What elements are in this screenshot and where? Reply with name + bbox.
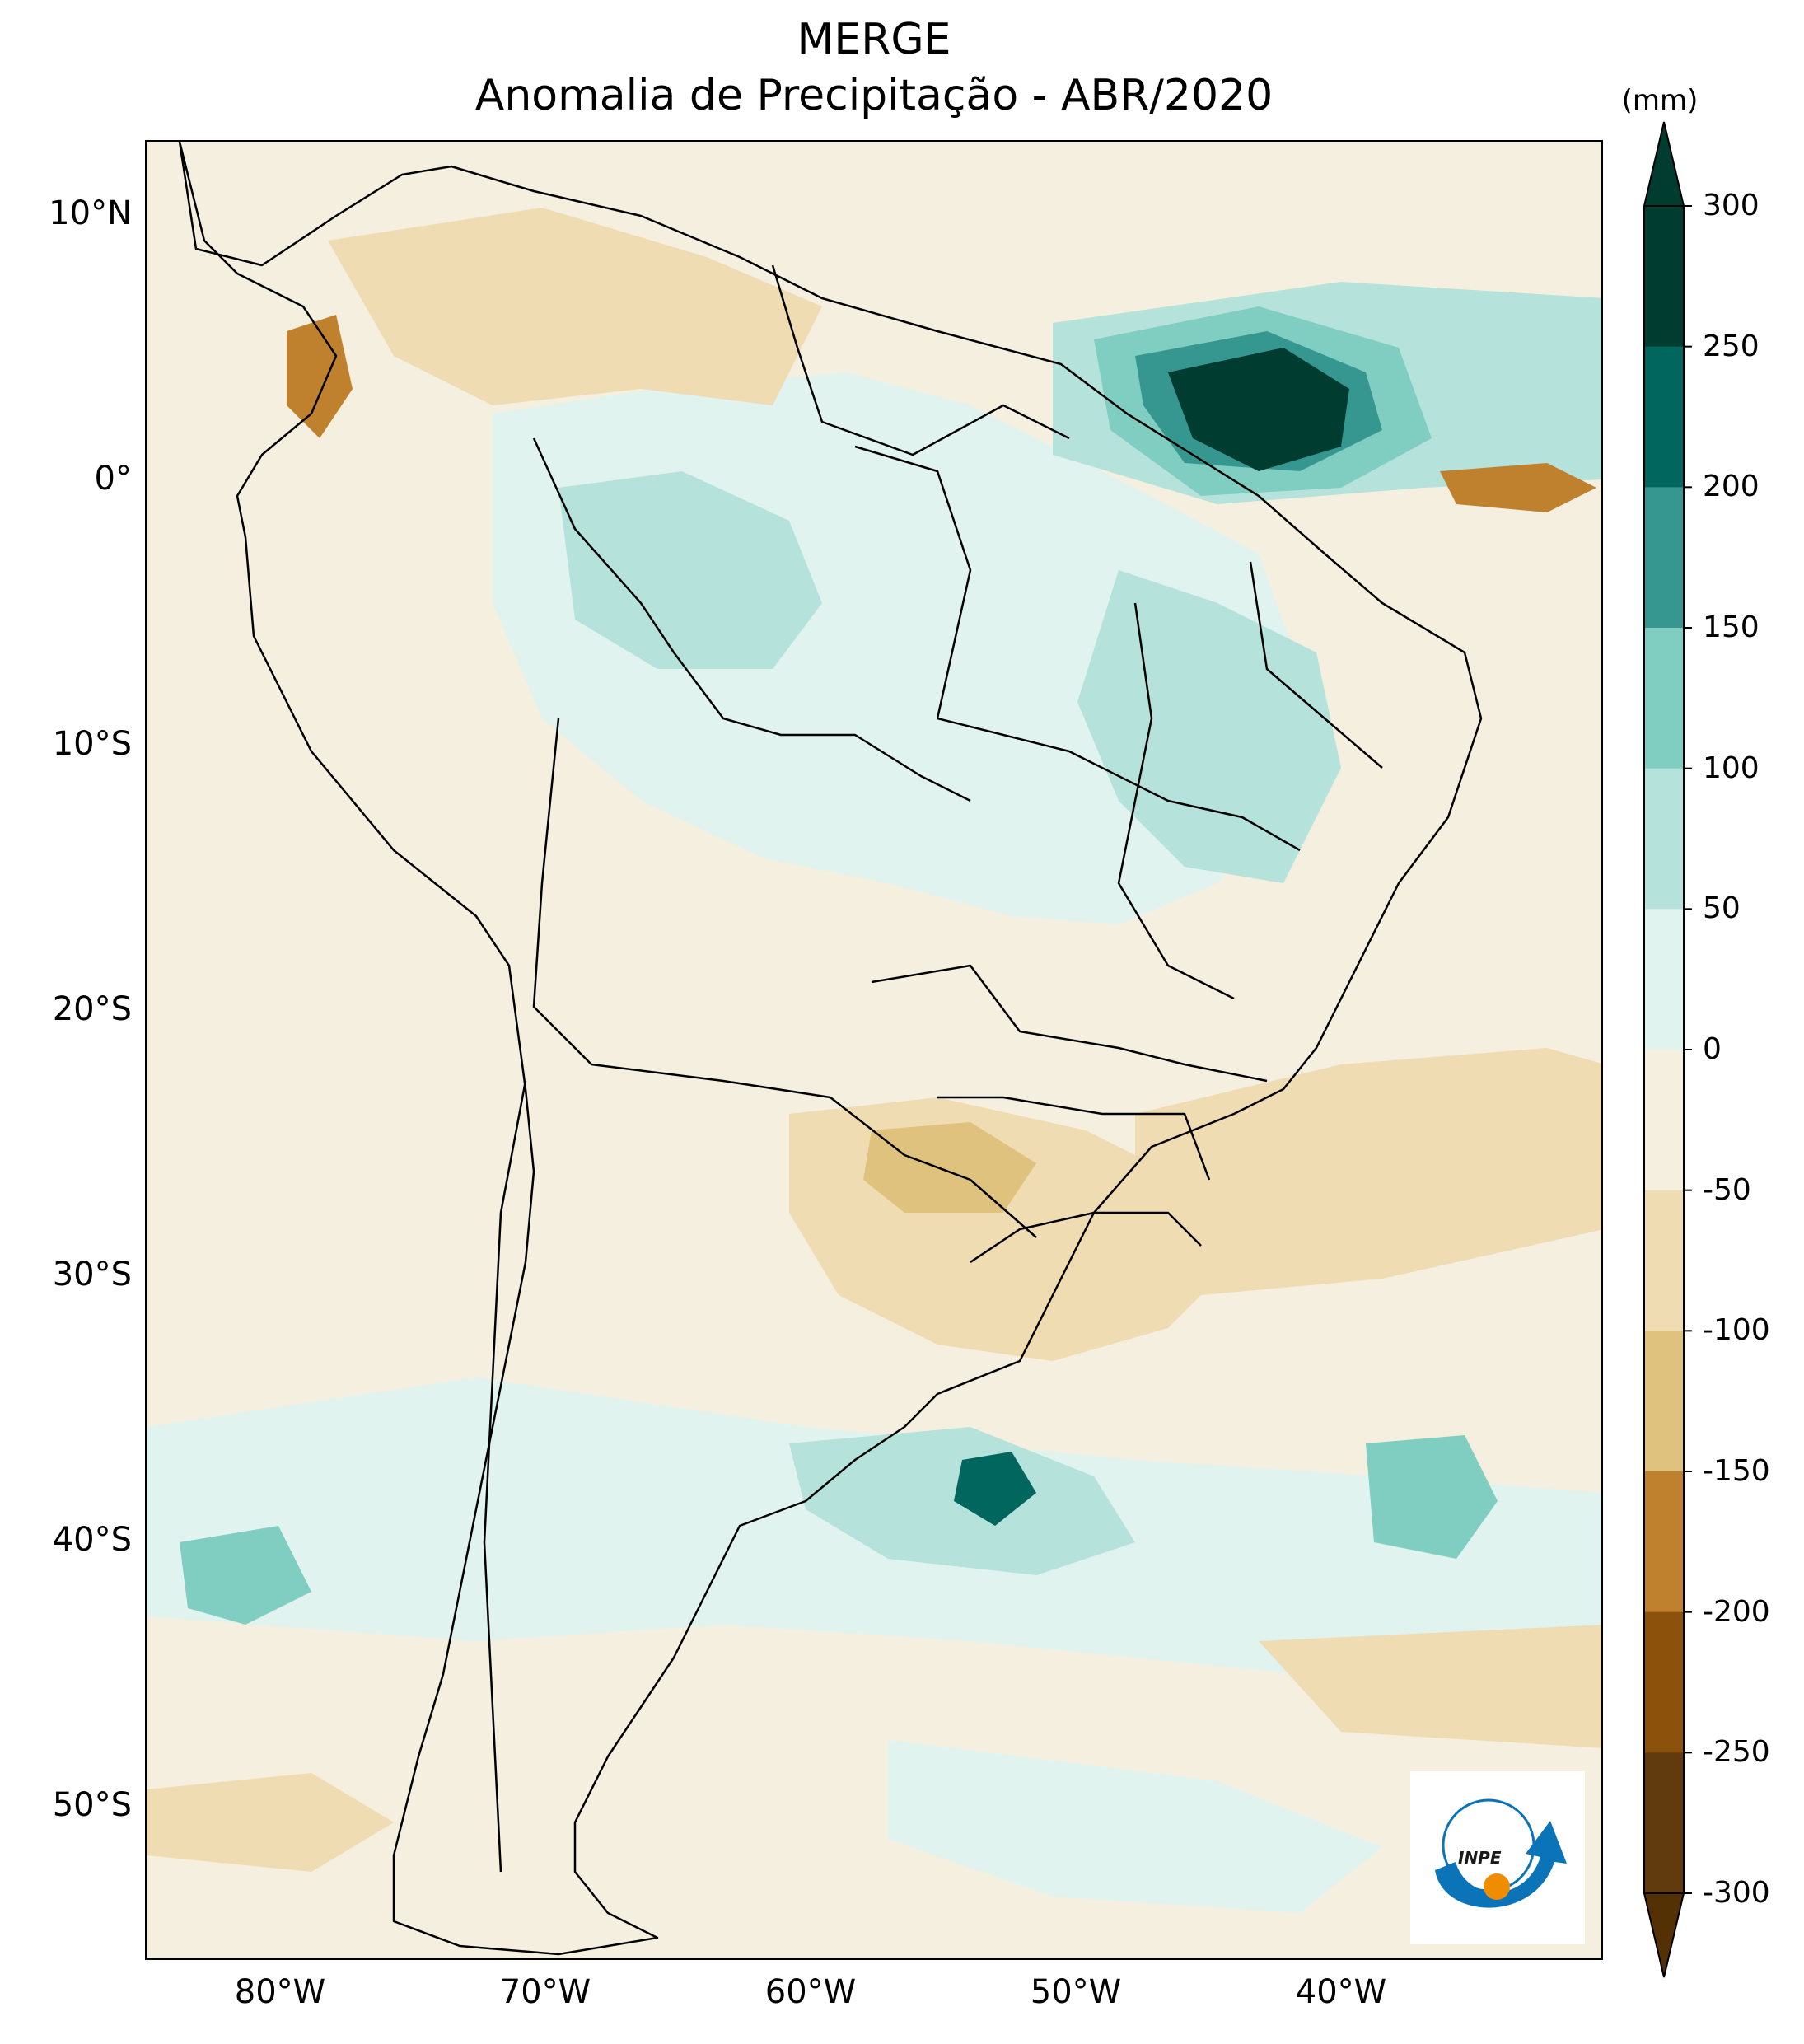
anomaly-positive-far-south xyxy=(888,1740,1382,1913)
state-border-4 xyxy=(1249,561,1383,769)
colorbar-tick-label: 0 xyxy=(1703,1032,1722,1066)
south-america-coastline xyxy=(178,142,1483,1956)
anomaly-positive-pacific-south xyxy=(180,1526,311,1625)
anomaly-positive-southeast-atlantic xyxy=(1366,1435,1498,1559)
colorbar-segment xyxy=(1644,768,1684,910)
colorbar-segment xyxy=(1644,487,1684,629)
colorbar-unit: (mm) xyxy=(1621,84,1699,117)
colorbar-tick-label: 150 xyxy=(1703,610,1760,644)
lat-label-20s: 20°S xyxy=(52,990,132,1028)
map-title: MERGE xyxy=(797,15,951,64)
anomaly-field-layer xyxy=(147,208,1601,1913)
state-border-7 xyxy=(970,1211,1202,1264)
colorbar-ticks xyxy=(1684,205,1692,1894)
colorbar xyxy=(1643,121,1692,1978)
country-borders-layer xyxy=(178,142,1483,1956)
state-border-5 xyxy=(871,964,1268,1083)
colorbar-tick-label: -150 xyxy=(1703,1454,1770,1488)
colorbar-tick-label: 250 xyxy=(1703,329,1760,363)
map-subtitle: Anomalia de Precipitação - ABR/2020 xyxy=(474,71,1274,120)
internal-border-andes xyxy=(483,1080,527,1873)
lon-label-80w: 80°W xyxy=(234,1973,326,2011)
lon-label-40w: 40°W xyxy=(1295,1973,1387,2011)
anomaly-positive-west-amazon xyxy=(558,471,822,669)
lat-label-50s: 50°S xyxy=(52,1786,132,1824)
inpe-logo: INPE xyxy=(1410,1771,1585,1944)
anomaly-negative-east-atlantic xyxy=(1440,463,1596,512)
anomaly-positive-central-brazil xyxy=(1077,570,1341,883)
colorbar-tick-label: 200 xyxy=(1703,470,1760,504)
lat-label-10n: 10°N xyxy=(49,194,132,232)
colorbar-segment xyxy=(1644,628,1684,769)
colorbar-min-arrow xyxy=(1643,1892,1685,1978)
lon-label-50w: 50°W xyxy=(1030,1973,1122,2011)
anomaly-negative-south-pacific xyxy=(147,1773,394,1872)
state-border-3 xyxy=(1117,602,1235,1000)
state-border-6 xyxy=(937,1096,1211,1181)
anomaly-negative-atlantic-southeast xyxy=(1135,1048,1601,1295)
colorbar-tick-label: -250 xyxy=(1703,1735,1770,1770)
lat-label-0: 0° xyxy=(94,460,132,498)
lon-label-60w: 60°W xyxy=(764,1973,857,2011)
colorbar-tick-label: -200 xyxy=(1703,1594,1770,1629)
internal-border-guianas xyxy=(771,264,1070,456)
colorbar-segment xyxy=(1644,1331,1684,1472)
anomaly-negative-venezuela xyxy=(328,208,822,405)
anomaly-positive-peak xyxy=(1168,348,1349,471)
colorbar-segment xyxy=(1644,1190,1684,1331)
anomaly-positive-peak-small xyxy=(954,1452,1036,1526)
anomaly-negative-colombia xyxy=(287,315,353,438)
colorbar-segment xyxy=(1644,909,1684,1050)
colorbar-segment xyxy=(1644,1611,1684,1753)
anomaly-negative-core-south xyxy=(863,1122,1036,1213)
state-border-1 xyxy=(854,445,972,719)
state-border-2 xyxy=(937,717,1301,852)
logo-dot-icon xyxy=(1484,1873,1510,1900)
colorbar-max-arrow xyxy=(1643,121,1685,207)
colorbar-tick-label: 300 xyxy=(1703,189,1760,222)
colorbar-tick-label: 100 xyxy=(1703,751,1760,785)
internal-border-brazil-south xyxy=(532,718,1037,1238)
logo-text: INPE xyxy=(1458,1848,1502,1868)
colorbar-segment xyxy=(1644,206,1684,348)
lat-label-10s: 10°S xyxy=(52,725,132,763)
anomaly-negative-far-southeast xyxy=(1259,1625,1601,1748)
colorbar-segment xyxy=(1644,346,1684,488)
lat-label-30s: 30°S xyxy=(52,1256,132,1293)
internal-border-brazil-west xyxy=(532,437,971,802)
precipitation-anomaly-map xyxy=(145,140,1603,1960)
colorbar-tick-label: -100 xyxy=(1703,1313,1770,1348)
colorbar-tick-label: -300 xyxy=(1703,1876,1770,1910)
colorbar-segments xyxy=(1643,205,1685,1894)
colorbar-tick-label: -50 xyxy=(1703,1172,1751,1207)
colorbar-segment xyxy=(1644,1050,1684,1191)
colorbar-segment xyxy=(1644,1471,1684,1613)
colorbar-segment xyxy=(1644,1752,1684,1894)
colorbar-tick-label: 50 xyxy=(1703,891,1741,926)
lat-label-40s: 40°S xyxy=(52,1521,132,1559)
map-canvas xyxy=(147,142,1601,1956)
lon-label-70w: 70°W xyxy=(499,1973,591,2011)
